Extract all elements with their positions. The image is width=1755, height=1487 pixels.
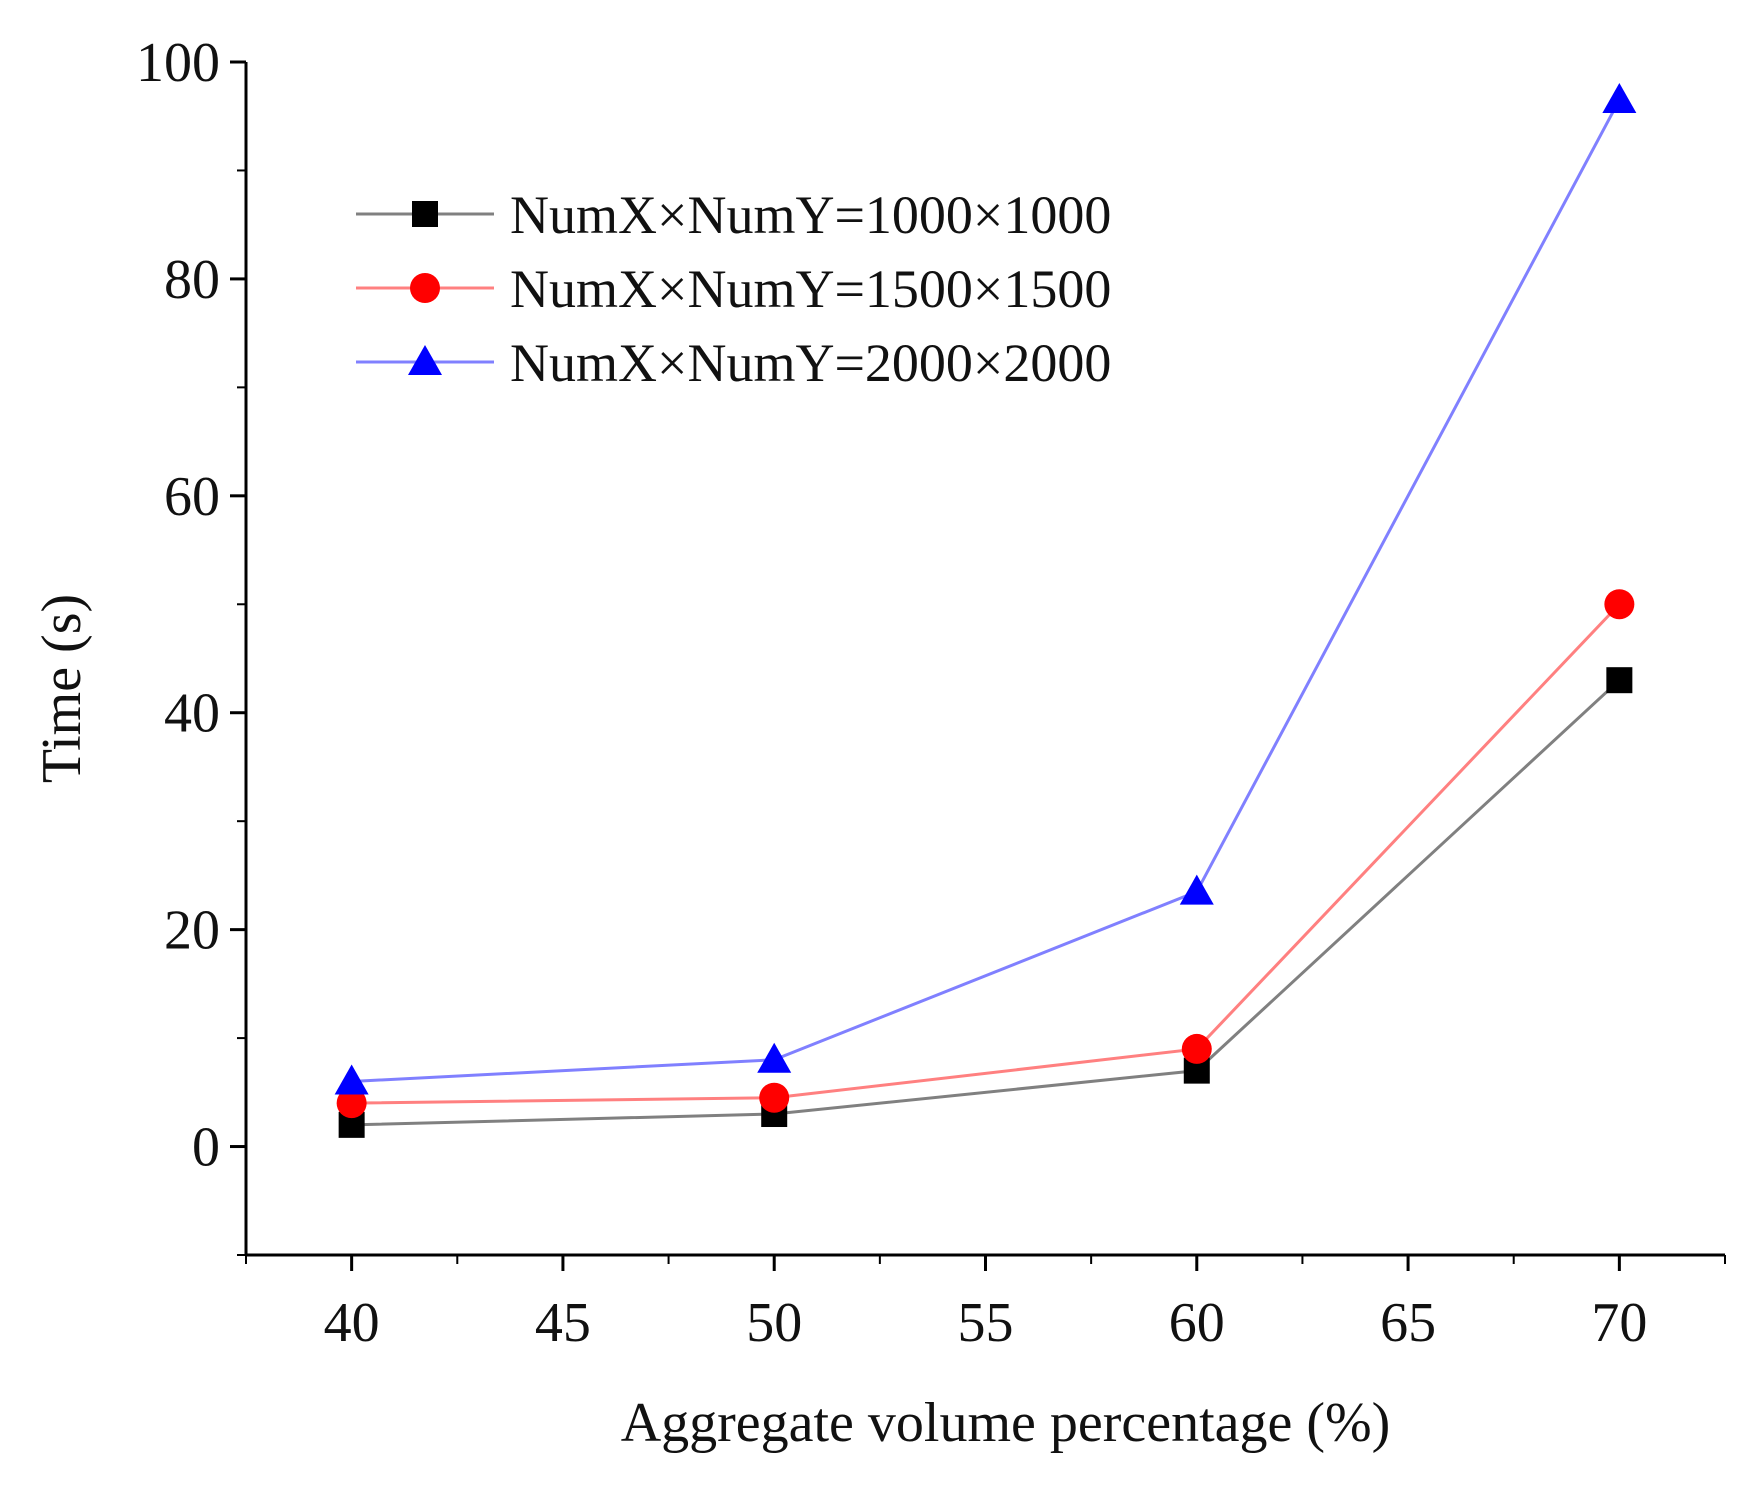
legend-label-2: NumX×NumY=1500×1500 [510, 259, 1111, 319]
series-2 [336, 589, 1635, 1119]
legend-item-1: NumX×NumY=1000×1000 [356, 185, 1111, 245]
y-tick-label-60: 60 [164, 466, 220, 528]
series-3-point-50 [757, 1042, 792, 1073]
series-1-line [351, 679, 1621, 1127]
legend-item-3: NumX×NumY=2000×2000 [356, 333, 1111, 393]
y-tick-label-40: 40 [164, 683, 220, 745]
series-2-point-40 [336, 1088, 367, 1119]
y-axis-label: Time (s) [31, 594, 93, 783]
series-3-line [351, 99, 1621, 1083]
series-2-line [351, 603, 1621, 1105]
y-tick-label-100: 100 [136, 32, 220, 94]
legend-label-3: NumX×NumY=2000×2000 [510, 333, 1111, 393]
y-tick-label-20: 20 [164, 900, 220, 962]
y-tick-label-0: 0 [192, 1117, 220, 1179]
x-tick-label-50: 50 [746, 1292, 802, 1354]
legend-label-1: NumX×NumY=1000×1000 [510, 185, 1111, 245]
legend-swatch-marker [410, 273, 440, 303]
series-3 [334, 82, 1637, 1095]
x-tick-label-55: 55 [958, 1292, 1014, 1354]
legend-item-2: NumX×NumY=1500×1500 [356, 259, 1111, 319]
y-tick-label-80: 80 [164, 249, 220, 311]
x-tick-label-60: 60 [1169, 1292, 1225, 1354]
legend: NumX×NumY=1000×1000 NumX×NumY=1500×1500 Nu… [356, 185, 1111, 393]
x-tick-label-45: 45 [535, 1292, 591, 1354]
series-3-point-60 [1179, 874, 1214, 905]
series-3-point-70 [1602, 82, 1637, 113]
legend-swatch-marker [408, 345, 442, 375]
x-axis-label: Aggregate volume percentage (%) [621, 1392, 1391, 1454]
x-tick-label-40: 40 [324, 1292, 380, 1354]
series-3-point-40 [334, 1064, 369, 1095]
series-1 [338, 667, 1633, 1138]
legend-swatch-marker [412, 201, 438, 227]
series-2-point-70 [1604, 589, 1635, 620]
series-1-point-70 [1606, 667, 1633, 694]
series-2-point-60 [1181, 1033, 1212, 1064]
x-tick-label-65: 65 [1380, 1292, 1436, 1354]
x-tick-label-70: 70 [1591, 1292, 1647, 1354]
series-layer [334, 82, 1637, 1138]
series-2-point-50 [759, 1082, 790, 1113]
axes: 0 20 40 60 80 100 40 45 50 55 60 65 70 [136, 32, 1726, 1354]
